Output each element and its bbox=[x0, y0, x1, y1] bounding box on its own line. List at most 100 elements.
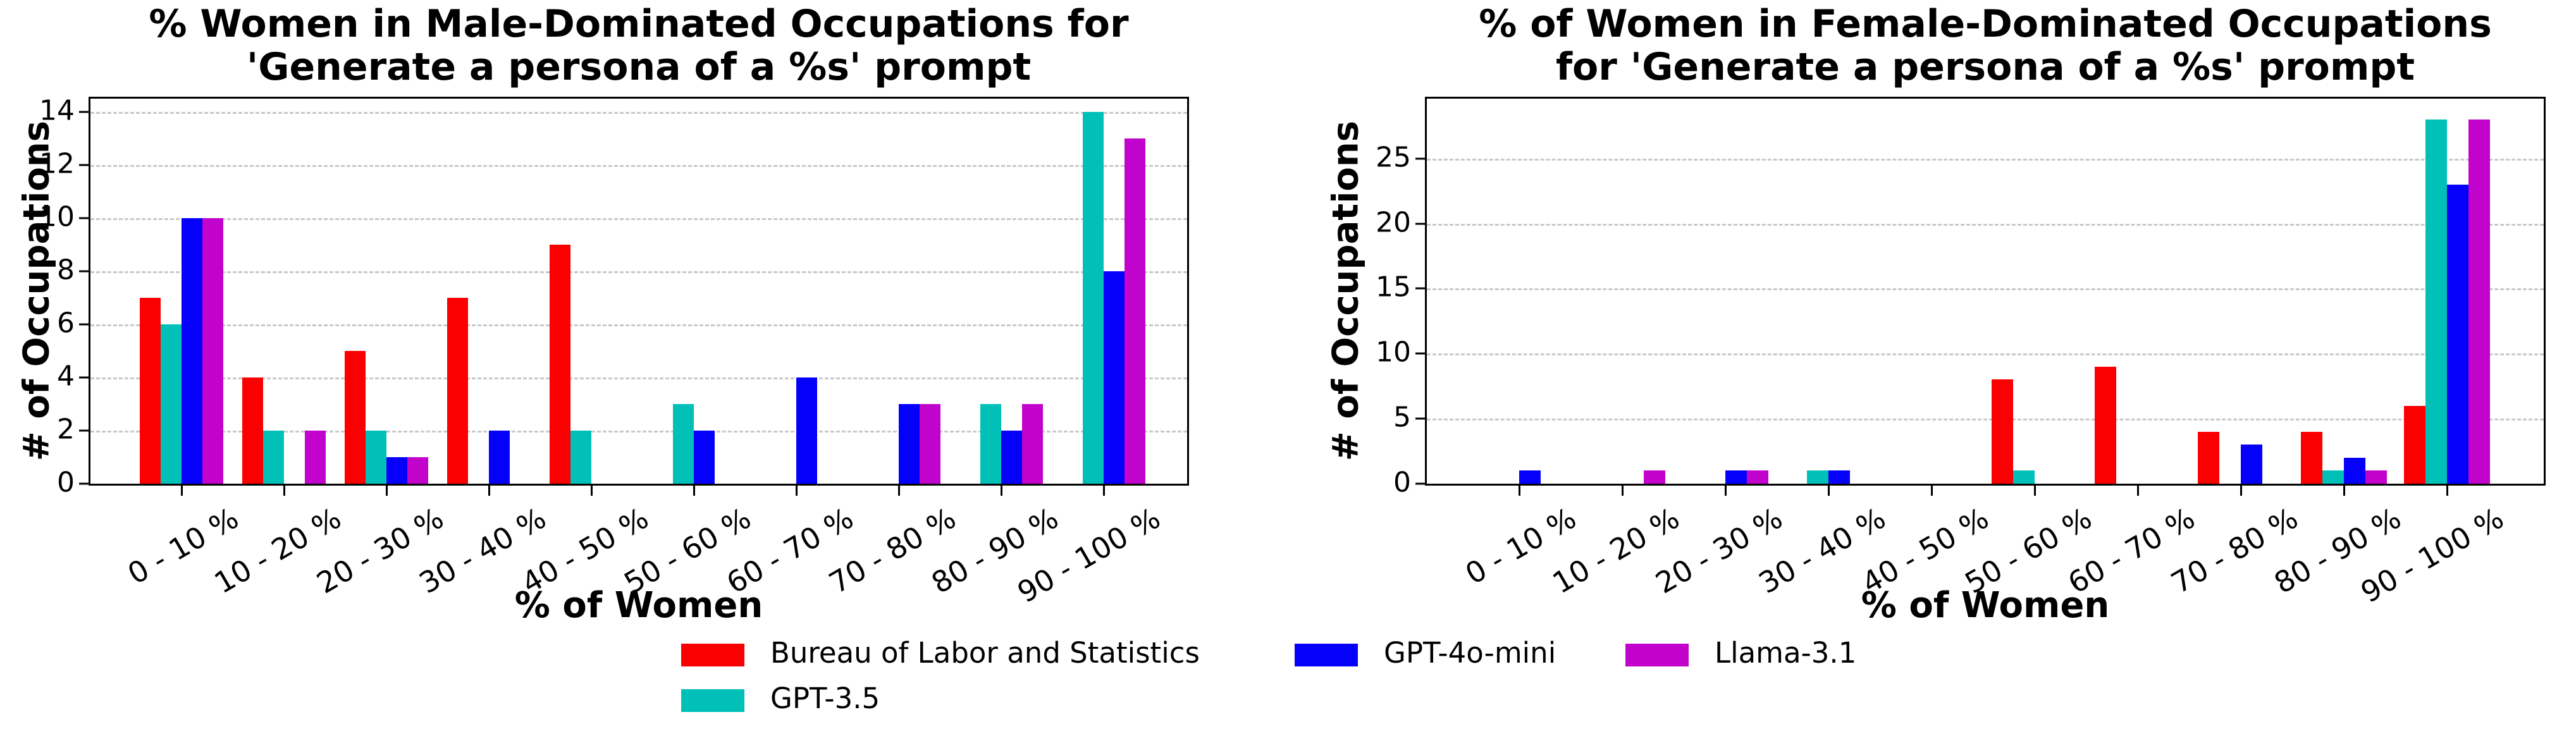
y-tick-label: 4 bbox=[57, 360, 75, 393]
bar bbox=[1807, 470, 1828, 484]
bar bbox=[2468, 119, 2490, 484]
left-chart-title-line2: 'Generate a persona of a %s' prompt bbox=[246, 45, 1032, 89]
right-chart-plot-area bbox=[1425, 97, 2546, 486]
legend-label-gpt-4o-mini: GPT-4o-mini bbox=[1384, 636, 1556, 670]
gridline bbox=[90, 165, 1187, 167]
bar bbox=[305, 431, 326, 484]
y-tick-mark bbox=[1415, 417, 1425, 420]
legend-label-bureau-of-labor-and-statistics: Bureau of Labor and Statistics bbox=[770, 636, 1200, 670]
gridline bbox=[90, 324, 1187, 326]
bar bbox=[673, 404, 694, 484]
y-tick-mark bbox=[1415, 287, 1425, 290]
bar bbox=[242, 377, 263, 484]
x-tick-mark bbox=[2034, 486, 2036, 496]
bar bbox=[182, 218, 202, 484]
bar bbox=[2241, 445, 2262, 484]
y-tick-mark bbox=[79, 482, 89, 485]
bar bbox=[2447, 184, 2468, 484]
x-tick-mark bbox=[2343, 486, 2345, 496]
x-tick-mark bbox=[1103, 486, 1105, 496]
bar bbox=[1022, 404, 1043, 484]
x-tick-mark bbox=[2446, 486, 2448, 496]
bar bbox=[694, 431, 715, 484]
bar bbox=[1828, 470, 1850, 484]
x-tick-mark bbox=[181, 486, 183, 496]
x-tick-mark bbox=[693, 486, 695, 496]
gridline bbox=[90, 431, 1187, 432]
bar bbox=[1125, 138, 1145, 484]
y-tick-label: 25 bbox=[1376, 141, 1411, 174]
bar bbox=[2198, 431, 2219, 484]
y-tick-mark bbox=[79, 270, 89, 273]
y-tick-label: 10 bbox=[39, 200, 75, 233]
y-tick-label: 12 bbox=[39, 147, 75, 180]
y-tick-label: 0 bbox=[1393, 466, 1411, 499]
y-tick-mark bbox=[79, 323, 89, 326]
bar bbox=[1001, 431, 1022, 484]
x-tick-mark bbox=[898, 486, 900, 496]
y-tick-label: 20 bbox=[1376, 205, 1411, 238]
gridline bbox=[90, 112, 1187, 114]
legend-swatch-gpt-3-5 bbox=[681, 689, 744, 712]
x-tick-mark bbox=[1001, 486, 1002, 496]
x-tick-mark bbox=[283, 486, 285, 496]
gridline bbox=[90, 377, 1187, 379]
right-chart-x-axis-label: % of Women bbox=[1861, 585, 2110, 626]
x-tick-mark bbox=[1622, 486, 1624, 496]
legend-swatch-llama-3-1 bbox=[1625, 644, 1689, 666]
y-tick-mark bbox=[79, 111, 89, 113]
gridline bbox=[90, 271, 1187, 273]
y-tick-label: 6 bbox=[57, 307, 75, 340]
y-tick-mark bbox=[1415, 482, 1425, 485]
y-tick-label: 0 bbox=[57, 466, 75, 499]
x-tick-mark bbox=[1519, 486, 1520, 496]
gridline bbox=[90, 218, 1187, 220]
bar bbox=[2365, 470, 2387, 484]
y-tick-mark bbox=[79, 376, 89, 379]
x-tick-mark bbox=[488, 486, 490, 496]
left-chart-title: % Women in Male-Dominated Occupations fo… bbox=[89, 3, 1189, 89]
bar bbox=[1083, 112, 1104, 484]
y-tick-mark bbox=[1415, 223, 1425, 224]
x-tick-mark bbox=[1828, 486, 1830, 496]
bar bbox=[2344, 457, 2365, 484]
legend-swatch-gpt-4o-mini bbox=[1295, 644, 1358, 666]
bar bbox=[407, 457, 428, 484]
bar bbox=[366, 431, 386, 484]
bar bbox=[796, 377, 817, 484]
y-tick-mark bbox=[79, 164, 89, 166]
x-tick-mark bbox=[386, 486, 388, 496]
bar bbox=[345, 351, 366, 484]
bar bbox=[447, 298, 468, 484]
legend-label-llama-3-1: Llama-3.1 bbox=[1715, 636, 1857, 670]
gridline bbox=[1427, 353, 2544, 356]
bar bbox=[2301, 431, 2322, 484]
left-chart-plot-area bbox=[89, 97, 1189, 486]
bar bbox=[489, 431, 510, 484]
y-tick-mark bbox=[1415, 352, 1425, 355]
legend-swatch-bureau-of-labor-and-statistics bbox=[681, 644, 744, 666]
bar bbox=[570, 431, 591, 484]
x-tick-mark bbox=[1725, 486, 1727, 496]
y-tick-mark bbox=[1415, 157, 1425, 160]
y-tick-label: 8 bbox=[57, 254, 75, 286]
legend-label-gpt-3-5: GPT-3.5 bbox=[770, 682, 880, 715]
bar bbox=[1992, 379, 2013, 484]
bar bbox=[140, 298, 161, 484]
bar bbox=[2425, 119, 2447, 484]
bar bbox=[386, 457, 407, 484]
x-tick-mark bbox=[2137, 486, 2139, 496]
y-tick-label: 15 bbox=[1376, 271, 1411, 304]
bar bbox=[1747, 470, 1768, 484]
gridline bbox=[1427, 288, 2544, 291]
gridline bbox=[1427, 158, 2544, 161]
bar bbox=[550, 245, 570, 484]
x-tick-mark bbox=[796, 486, 798, 496]
y-tick-label: 5 bbox=[1393, 401, 1411, 434]
gridline bbox=[1427, 223, 2544, 226]
bar bbox=[2322, 470, 2344, 484]
bar bbox=[1519, 470, 1541, 484]
x-tick-mark bbox=[1931, 486, 1933, 496]
bar bbox=[263, 431, 284, 484]
